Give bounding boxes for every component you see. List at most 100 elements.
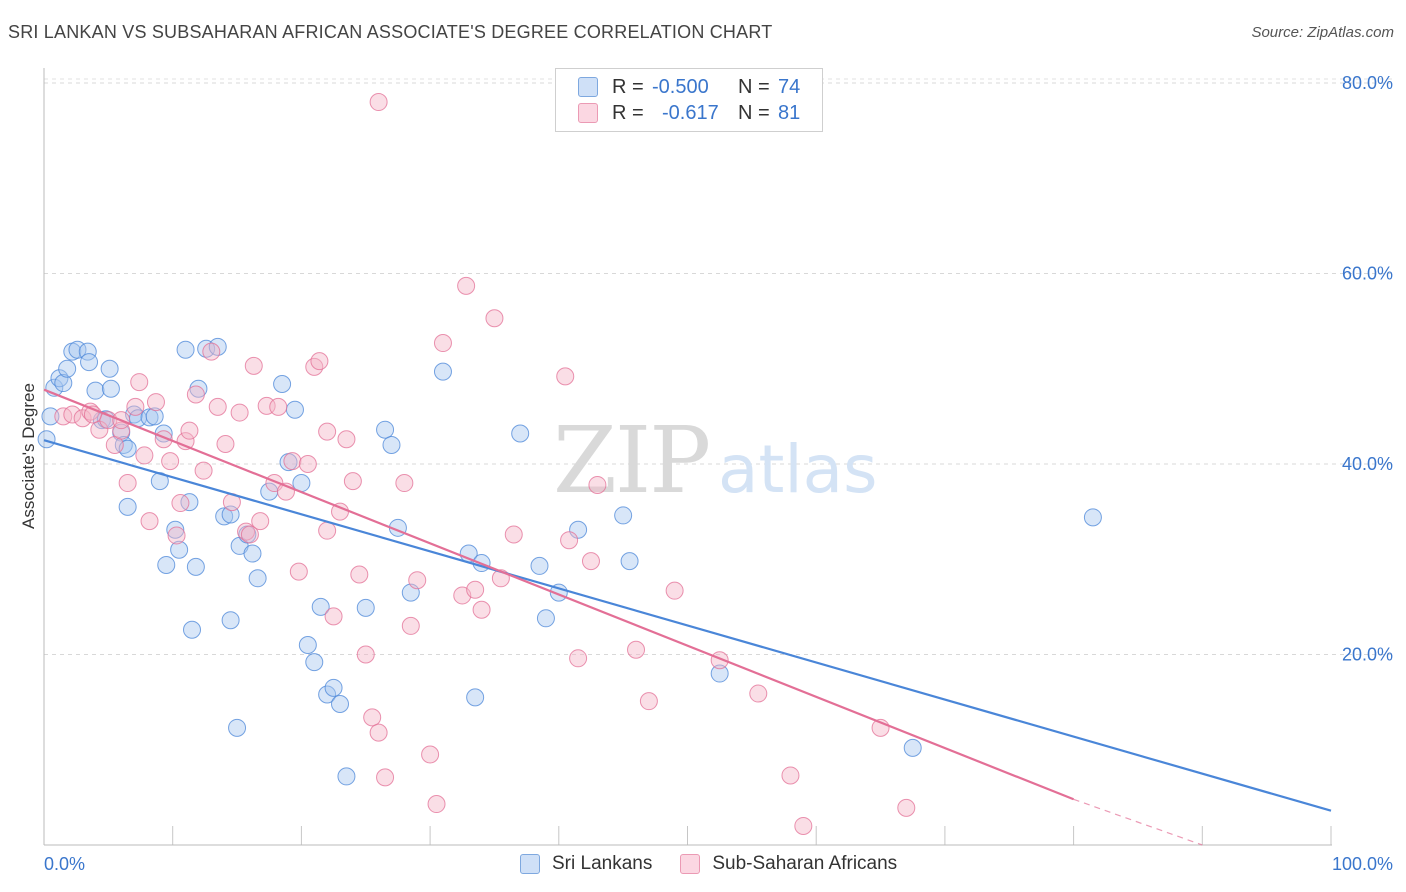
chart-title: SRI LANKAN VS SUBSAHARAN AFRICAN ASSOCIA… <box>8 22 773 42</box>
sub-saharan-point <box>251 512 270 531</box>
x-tick-label: 100.0% <box>1332 854 1393 874</box>
sri-lankan-point <box>305 653 324 672</box>
y-tick-label: 80.0% <box>1342 73 1393 93</box>
r-value: -0.617 <box>662 101 719 124</box>
sub-saharan-point <box>408 571 427 590</box>
sri-lankan-point <box>228 718 247 737</box>
stats-legend: R = -0.500 N = 74 R = -0.617 N = 81 <box>555 68 823 132</box>
n-value: 81 <box>778 101 801 124</box>
sri-lankan-point <box>433 362 452 381</box>
sub-saharan-point <box>240 525 259 544</box>
sub-saharan-point <box>472 600 491 619</box>
sub-saharan-point <box>581 552 600 571</box>
sub-saharan-point <box>310 352 329 371</box>
sri-lankan-point <box>530 556 549 575</box>
watermark-zip: ZIP <box>553 407 709 514</box>
sub-saharan-point <box>289 562 308 581</box>
y-tick-label: 60.0% <box>1342 264 1393 284</box>
sri-lankan-point <box>569 520 588 539</box>
sub-saharan-point <box>230 403 249 422</box>
legend-swatch-pink <box>680 854 701 874</box>
stats-legend-row-sub-saharan: R = -0.617 N = 81 <box>578 101 800 125</box>
sub-saharan-point <box>421 745 440 764</box>
source-label: Source: ZipAtlas.com <box>1251 24 1394 41</box>
sri-lankan-point <box>903 738 922 757</box>
sub-saharan-point <box>161 452 180 471</box>
sri-lankan-point <box>324 678 343 697</box>
sri-lankan-point <box>41 407 60 426</box>
y-tick-label: 20.0% <box>1342 645 1393 665</box>
sri-lankan-point <box>215 507 234 526</box>
watermark-atlas: atlas <box>718 431 878 508</box>
sri-lankan-point <box>157 555 176 574</box>
sri-lankan-point <box>614 506 633 525</box>
sub-saharan-point <box>485 309 504 328</box>
y-axis-label: Associate's Degree <box>19 383 38 529</box>
sub-saharan-point <box>208 397 227 416</box>
stats-legend-row-sri-lankans: R = -0.500 N = 74 <box>578 75 800 99</box>
sri-lankan-point <box>466 688 485 707</box>
sri-lankan-point <box>183 620 202 639</box>
sri-lankan-point <box>186 557 205 576</box>
sub-saharan-point <box>560 531 579 550</box>
sri-lankan-point <box>243 544 262 563</box>
sub-saharan-point <box>433 334 452 353</box>
sub-saharan-point <box>588 475 607 494</box>
sri-lankan-point <box>176 340 195 359</box>
sri-lankan-point <box>58 359 77 378</box>
sri-lankan-point <box>54 374 73 393</box>
sub-saharan-point <box>73 409 92 428</box>
sub-saharan-point <box>244 356 263 375</box>
sub-saharan-point <box>556 367 575 386</box>
sub-saharan-point <box>305 357 324 376</box>
n-value: 74 <box>778 75 801 98</box>
sri-lankan-point <box>37 430 56 449</box>
sub-saharan-point <box>54 407 73 426</box>
legend-swatch-blue <box>578 77 598 97</box>
sri-lankan-point <box>145 407 164 426</box>
series-legend: Sri Lankans Sub-Saharan Africans <box>520 852 925 876</box>
sub-saharan-point <box>457 276 476 295</box>
sri-lankan-point <box>536 609 555 628</box>
legend-swatch-pink <box>578 103 598 123</box>
sub-saharan-point <box>112 421 131 440</box>
sub-saharan-point <box>140 512 159 531</box>
sub-saharan-point <box>126 397 145 416</box>
sri-lankan-point <box>86 381 105 400</box>
sri-lankan-point <box>1083 508 1102 527</box>
sri-lankan-point <box>298 635 317 654</box>
sri-lankan-point <box>620 552 639 571</box>
sub-saharan-point <box>216 434 235 453</box>
sri-lankan-point <box>166 520 185 539</box>
n-label: N = <box>738 75 770 98</box>
sub-saharan-point <box>337 430 356 449</box>
n-label: N = <box>738 101 770 124</box>
sri-lankan-point <box>101 379 120 398</box>
sub-saharan-point <box>794 816 813 835</box>
watermark: ZIP atlas <box>553 407 878 514</box>
sub-saharan-point <box>356 645 375 664</box>
sri-lankan-point <box>170 540 189 559</box>
sub-saharan-point <box>897 798 916 817</box>
sub-saharan-point <box>343 472 362 491</box>
sub-saharan-trendline <box>43 388 1075 801</box>
sri-lankan-point <box>337 767 356 786</box>
sri-lankan-point <box>273 374 292 393</box>
sub-saharan-point <box>665 581 684 600</box>
sub-saharan-point <box>283 452 302 471</box>
sri-lankan-point <box>511 424 530 443</box>
sub-saharan-point <box>324 607 343 626</box>
legend-label: Sub-Saharan Africans <box>712 853 898 874</box>
sri-lankan-point <box>318 685 337 704</box>
r-label: R = <box>612 75 644 98</box>
sub-saharan-point <box>627 640 646 659</box>
sri-lankan-point <box>376 420 395 439</box>
sri-lankan-point <box>221 611 240 630</box>
sri-lankan-point <box>208 337 227 356</box>
sri-lankan-point <box>710 664 729 683</box>
sub-saharan-point <box>118 474 137 493</box>
r-value: -0.500 <box>652 75 709 98</box>
r-label: R = <box>612 101 644 124</box>
sri-lankan-point <box>382 435 401 454</box>
sub-saharan-point <box>135 446 154 465</box>
